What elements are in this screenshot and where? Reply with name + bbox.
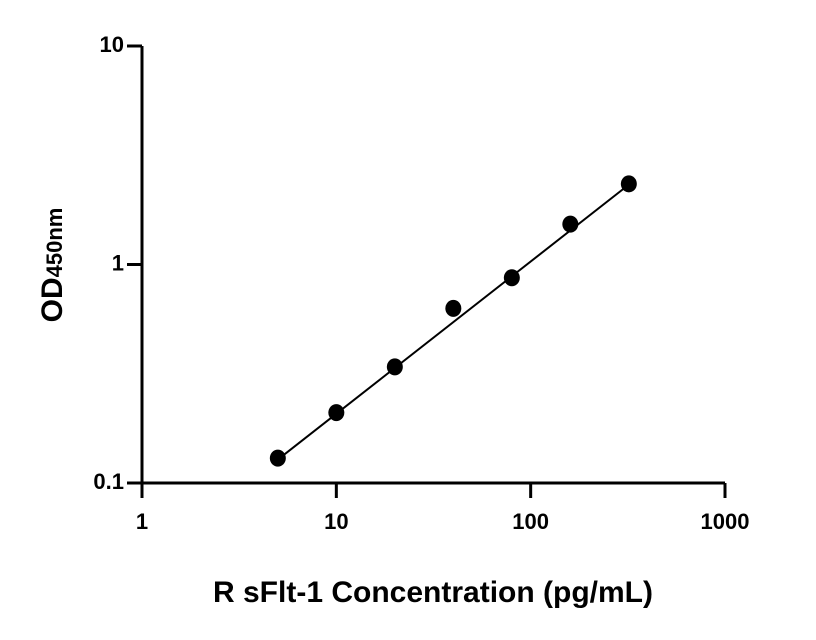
- x-tick-label: 100: [512, 509, 549, 534]
- y-axis-title: OD450nm: [36, 208, 69, 323]
- y-tick-label: 10: [100, 32, 124, 57]
- y-tick-label: 0.1: [93, 469, 124, 494]
- data-point: [503, 269, 520, 287]
- data-point: [328, 404, 345, 422]
- x-tick-label: 1000: [701, 509, 750, 534]
- y-axis-title-main: OD: [36, 277, 69, 322]
- y-tick-label: 1: [112, 250, 124, 275]
- x-axis-title: R sFlt-1 Concentration (pg/mL): [213, 576, 653, 609]
- data-point: [386, 358, 403, 376]
- x-tick-label: 1: [136, 509, 148, 534]
- data-point: [269, 449, 286, 467]
- x-tick-label: 10: [324, 509, 348, 534]
- data-point: [562, 215, 579, 233]
- y-axis-title-sub: 450nm: [42, 208, 67, 278]
- data-point: [445, 299, 462, 317]
- data-point: [620, 175, 637, 193]
